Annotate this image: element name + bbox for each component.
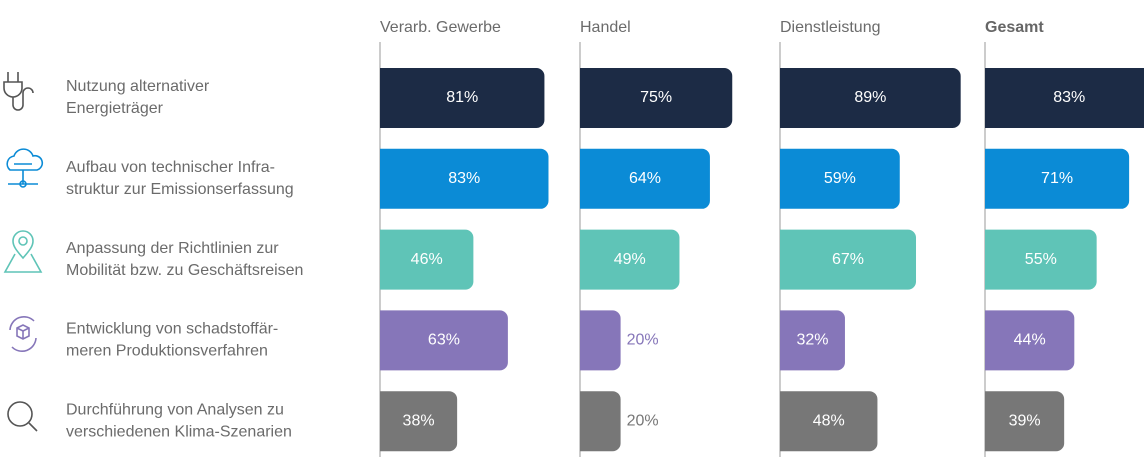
value-label: 83% bbox=[1053, 89, 1085, 106]
value-label: 71% bbox=[1041, 170, 1073, 187]
icon-cloud bbox=[6, 148, 44, 188]
bar bbox=[380, 68, 545, 128]
value-label: 46% bbox=[411, 251, 443, 268]
value-label: 55% bbox=[1025, 251, 1057, 268]
row-label: verschiedenen Klima-Szenarien bbox=[66, 423, 292, 440]
value-label: 64% bbox=[629, 170, 661, 187]
row-label: struktur zur Emissionserfassung bbox=[66, 181, 294, 198]
value-label: 49% bbox=[614, 251, 646, 268]
icon-map-pin bbox=[3, 230, 43, 273]
bar bbox=[380, 229, 474, 290]
panel-header: Dienstleistung bbox=[780, 19, 881, 36]
value-label: 81% bbox=[446, 89, 478, 106]
bar bbox=[780, 310, 845, 371]
row-label: Nutzung alternativer bbox=[66, 78, 210, 95]
row-label: Aufbau von technischer Infra- bbox=[66, 159, 275, 176]
bar bbox=[580, 68, 733, 128]
bar bbox=[580, 229, 680, 290]
panel-header: Verarb. Gewerbe bbox=[380, 19, 501, 36]
bar bbox=[380, 391, 458, 452]
bar bbox=[580, 391, 621, 452]
value-label: 67% bbox=[832, 251, 864, 268]
value-label: 83% bbox=[448, 170, 480, 187]
bar bbox=[985, 391, 1065, 452]
bar bbox=[780, 391, 878, 452]
bar bbox=[985, 229, 1097, 290]
bar bbox=[985, 148, 1130, 209]
value-label: 63% bbox=[428, 332, 460, 349]
icon-plug bbox=[3, 72, 34, 111]
bar bbox=[580, 148, 710, 209]
panel-header: Gesamt bbox=[985, 19, 1044, 36]
bar bbox=[380, 148, 549, 209]
value-label: 32% bbox=[796, 332, 828, 349]
row-label: Durchführung von Analysen zu bbox=[66, 401, 284, 418]
value-label: 59% bbox=[824, 170, 856, 187]
row-label: Anpassung der Richtlinien zur bbox=[66, 240, 279, 257]
value-label: 75% bbox=[640, 89, 672, 106]
bar bbox=[780, 148, 900, 209]
row-label: meren Produktionsverfahren bbox=[66, 343, 268, 360]
bar bbox=[984, 310, 1075, 371]
value-label: 44% bbox=[1014, 332, 1046, 349]
bar bbox=[780, 229, 917, 290]
value-label: 20% bbox=[627, 332, 659, 349]
value-label: 89% bbox=[854, 89, 886, 106]
icon-cycle bbox=[9, 315, 37, 353]
row-label: Entwicklung von schadstoffär- bbox=[66, 321, 278, 338]
bar bbox=[985, 68, 1144, 128]
value-label: 38% bbox=[403, 412, 435, 429]
panel-header: Handel bbox=[580, 19, 631, 36]
row-label: Energieträger bbox=[66, 100, 164, 117]
icon-search bbox=[7, 401, 38, 432]
value-label: 20% bbox=[627, 412, 659, 429]
value-label: 48% bbox=[813, 412, 845, 429]
value-label: 39% bbox=[1009, 412, 1041, 429]
bar bbox=[780, 68, 961, 128]
bar bbox=[580, 310, 621, 371]
bar bbox=[380, 310, 508, 371]
row-label: Mobilität bzw. zu Geschäftsreisen bbox=[66, 262, 303, 279]
